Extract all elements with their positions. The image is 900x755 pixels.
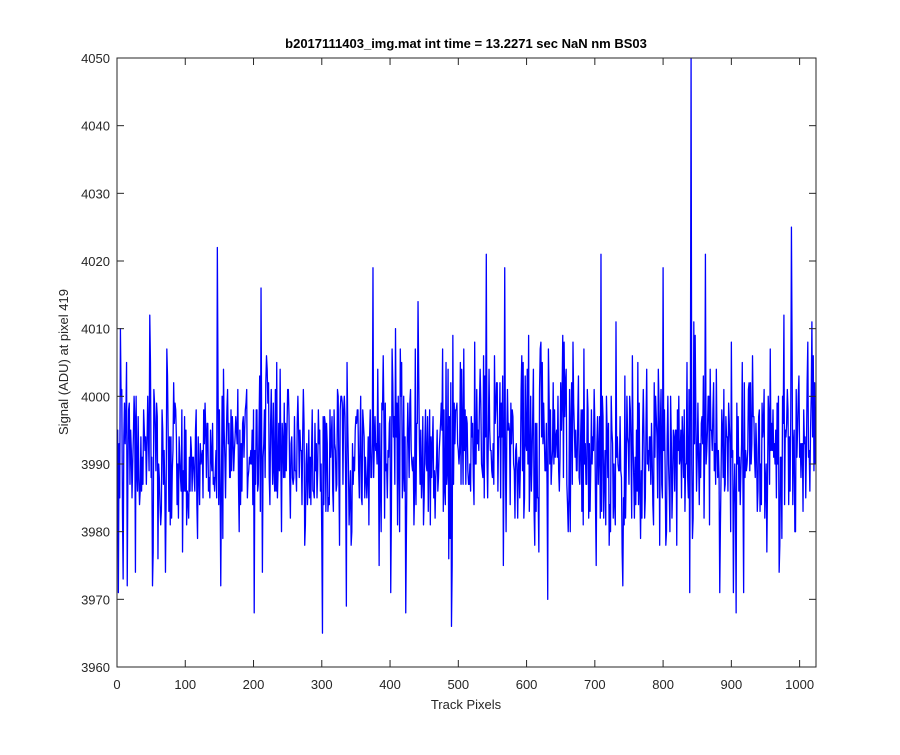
y-tick-label: 3970 (81, 592, 110, 607)
x-tick-label: 400 (379, 677, 401, 692)
x-tick-label: 500 (447, 677, 469, 692)
x-axis-label: Track Pixels (431, 697, 502, 712)
y-tick-label: 4020 (81, 254, 110, 269)
y-tick-label: 3980 (81, 525, 110, 540)
x-tick-label: 600 (516, 677, 538, 692)
x-tick-label: 900 (721, 677, 743, 692)
y-tick-label: 4030 (81, 186, 110, 201)
x-tick-label: 1000 (785, 677, 814, 692)
y-axis-label: Signal (ADU) at pixel 419 (56, 289, 71, 435)
y-tick-label: 4010 (81, 322, 110, 337)
y-tick-label: 4050 (81, 51, 110, 66)
x-tick-label: 800 (652, 677, 674, 692)
x-tick-label: 300 (311, 677, 333, 692)
x-tick-label: 100 (174, 677, 196, 692)
axes-box (116, 57, 817, 668)
y-tick-label: 4040 (81, 119, 110, 134)
x-tick-label: 700 (584, 677, 606, 692)
y-tick-label: 4000 (81, 389, 110, 404)
y-tick-label: 3960 (81, 660, 110, 675)
x-tick-label: 0 (113, 677, 120, 692)
y-tick-label: 3990 (81, 457, 110, 472)
series-line (117, 58, 816, 634)
x-tick-label: 200 (243, 677, 265, 692)
plot-area-background (117, 58, 816, 667)
chart-title: b2017111403_img.mat int time = 13.2271 s… (285, 36, 647, 51)
